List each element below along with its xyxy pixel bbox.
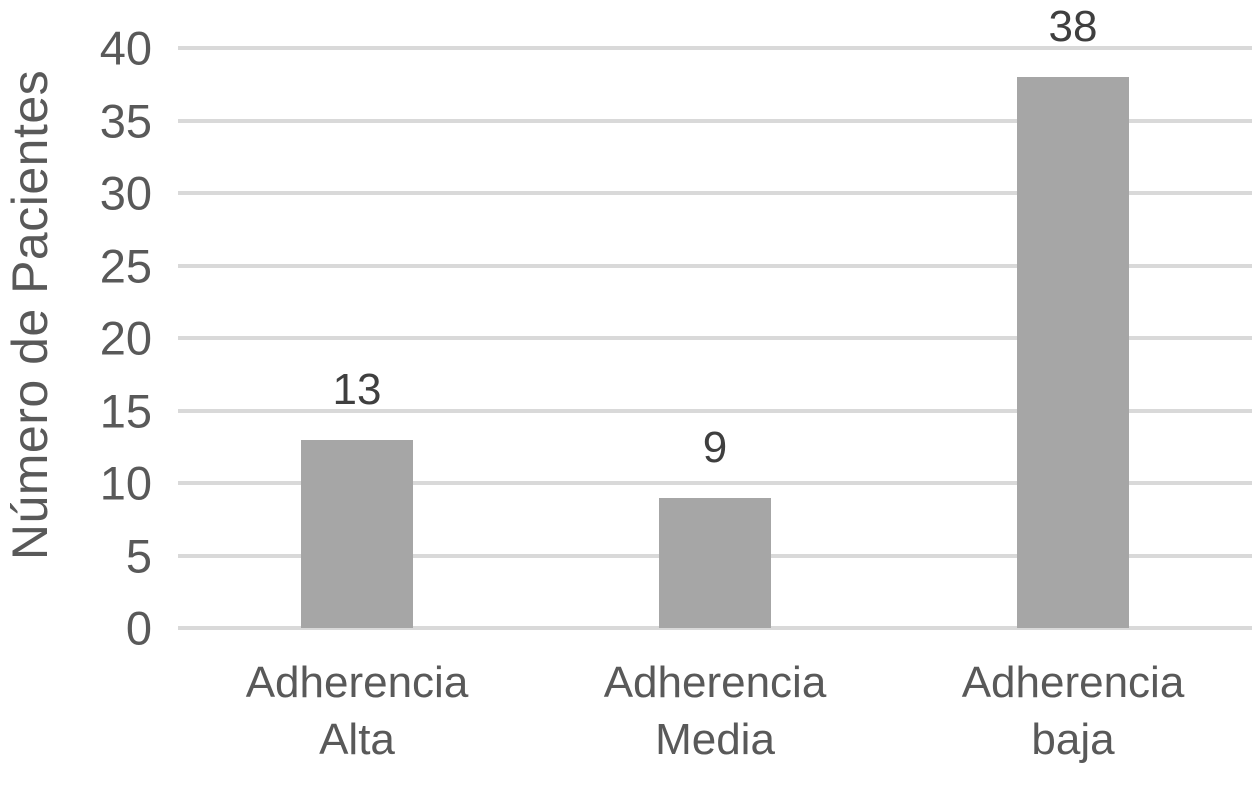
y-axis-tick-label: 20 <box>99 311 152 365</box>
gridline <box>178 118 1252 123</box>
category-label: Adherencia baja <box>961 658 1185 764</box>
gridline <box>178 408 1252 413</box>
y-axis-tick-label: 30 <box>99 166 152 220</box>
gridline <box>178 336 1252 340</box>
y-axis-tick-label: 5 <box>125 529 152 582</box>
y-axis-tick-label: 15 <box>99 384 152 437</box>
category-label: Adherencia Alta <box>245 658 469 764</box>
bar <box>659 497 771 628</box>
gridline <box>178 263 1252 268</box>
category-label: Adherencia Media <box>603 658 827 764</box>
bar-value-label: 9 <box>702 422 728 472</box>
y-axis-tick-label: 10 <box>99 456 152 510</box>
y-axis-tick-label: 40 <box>99 21 152 75</box>
gridline <box>178 481 1252 485</box>
bar-value-label: 13 <box>332 364 382 414</box>
gridline <box>178 191 1252 195</box>
gridline <box>178 46 1252 50</box>
gridline <box>178 626 1252 630</box>
y-axis-tick-label: 25 <box>99 239 152 292</box>
y-axis-tick-label: 0 <box>125 601 152 655</box>
bar-value-label: 38 <box>1048 2 1098 51</box>
y-axis-tick-label: 35 <box>99 94 152 147</box>
bar <box>1017 77 1129 628</box>
bar <box>301 439 413 628</box>
